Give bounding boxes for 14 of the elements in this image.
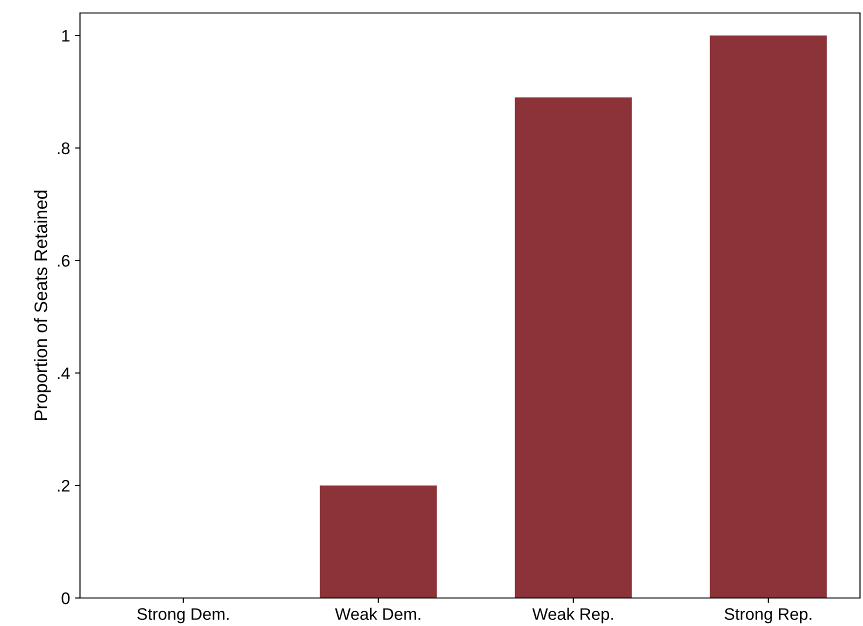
x-tick-label: Strong Dem.: [137, 608, 229, 624]
y-tick-label: .8: [58, 142, 70, 154]
y-tick-label: .4: [58, 368, 70, 380]
bar: [514, 97, 632, 598]
bar: [320, 486, 437, 598]
y-tick-label: .6: [58, 254, 70, 267]
y-tick-label: 1: [62, 30, 70, 42]
bar: [710, 36, 827, 598]
y-tick-label: .2: [58, 480, 70, 492]
y-tick-label: 0: [62, 592, 70, 604]
x-tick-label: Weak Dem.: [335, 608, 420, 620]
x-tick-label: Weak Rep.: [532, 608, 613, 624]
y-axis-title: Proportion of Seats Retained: [34, 190, 51, 420]
x-tick-label: Strong Rep.: [724, 608, 812, 624]
